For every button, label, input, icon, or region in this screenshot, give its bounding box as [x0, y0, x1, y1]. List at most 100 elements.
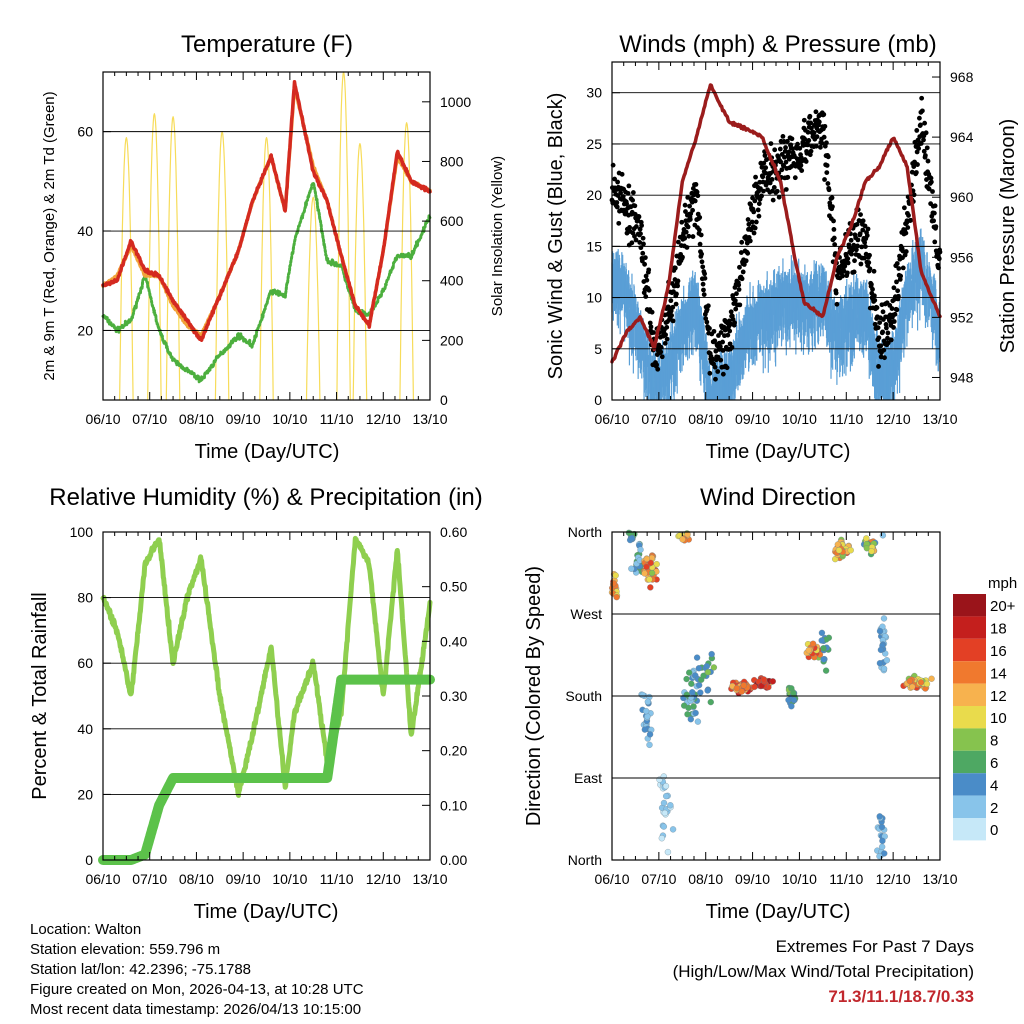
- gust-point: [918, 141, 924, 146]
- gust-point: [752, 225, 758, 231]
- winds-right-ytick-label: 964: [950, 129, 974, 145]
- humidity-right-ytick-label: 0.20: [440, 743, 467, 759]
- legend-swatch: [953, 661, 986, 684]
- gust-point: [826, 187, 832, 193]
- gust-point: [747, 238, 753, 244]
- gust-point: [913, 170, 919, 175]
- gust-point: [674, 291, 679, 297]
- gust-point: [891, 285, 897, 291]
- direction-point: [788, 703, 795, 710]
- gust-point: [728, 309, 734, 315]
- direction-point: [847, 547, 854, 554]
- gust-point: [624, 201, 630, 207]
- temperature-xtick-label: 12/10: [366, 411, 401, 427]
- gust-point: [698, 232, 704, 238]
- precip-line: [98, 674, 435, 865]
- direction-point: [646, 731, 654, 738]
- direction-point: [707, 698, 714, 706]
- direction-point: [695, 681, 703, 689]
- extremes-box: Extremes For Past 7 Days (High/Low/Max W…: [673, 934, 974, 1009]
- legend-swatch: [953, 594, 986, 617]
- gust-point: [814, 134, 820, 140]
- gust-point: [762, 153, 768, 158]
- gust-point: [704, 307, 710, 312]
- temperature-right-ytick-label: 800: [440, 153, 464, 169]
- gust-point: [654, 362, 660, 368]
- gust-point: [778, 159, 784, 165]
- gust-point: [756, 213, 762, 219]
- gust-point: [685, 195, 691, 200]
- direction-point: [647, 559, 654, 567]
- gust-point: [894, 261, 900, 266]
- direction-point: [663, 792, 670, 800]
- gust-point: [896, 266, 902, 271]
- solar-insolation-peak: [352, 143, 368, 401]
- gust-point: [686, 233, 692, 239]
- gust-point: [876, 364, 881, 369]
- gust-point: [807, 113, 813, 119]
- winds-right-ytick-label: 952: [950, 309, 974, 325]
- gust-point: [852, 258, 857, 264]
- gust-point: [915, 162, 920, 167]
- gust-point: [680, 254, 685, 260]
- gust-point: [664, 336, 670, 342]
- gust-point: [752, 198, 758, 204]
- humidity-title: Relative Humidity (%) & Precipitation (i…: [49, 484, 482, 511]
- humidity-frame: [102, 531, 431, 861]
- gust-point: [783, 159, 789, 165]
- solar-insolation-peak: [336, 71, 351, 401]
- gust-point: [627, 225, 633, 230]
- temperature-xtick-label: 07/10: [132, 411, 167, 427]
- gust-point: [931, 210, 937, 216]
- gust-point: [655, 366, 661, 372]
- gust-point: [612, 176, 618, 182]
- gust-point: [928, 179, 934, 185]
- gust-point: [783, 145, 788, 150]
- direction-point: [653, 561, 660, 568]
- gust-point: [809, 125, 814, 131]
- gust-point: [765, 176, 771, 182]
- direction-point: [658, 835, 665, 842]
- direction-point: [880, 615, 888, 622]
- gust-point: [759, 164, 765, 170]
- direction-point: [661, 809, 668, 817]
- gust-point: [831, 235, 837, 241]
- gust-point: [876, 335, 882, 341]
- direction-point: [876, 627, 884, 635]
- direction-point: [809, 640, 817, 647]
- gust-point: [707, 326, 712, 331]
- gust-point: [619, 171, 625, 177]
- direction-point: [669, 826, 677, 833]
- humidity-right-ytick-label: 0.50: [440, 579, 467, 595]
- gust-point: [700, 264, 706, 270]
- gust-point: [724, 365, 730, 371]
- gust-point: [877, 320, 883, 325]
- gust-point: [749, 219, 755, 225]
- gust-point: [779, 167, 785, 173]
- direction-point: [662, 782, 670, 790]
- recent-text: Most recent data timestamp: 2026/04/13 1…: [30, 1001, 362, 1018]
- gust-point: [781, 139, 787, 144]
- gust-point: [712, 364, 718, 370]
- gust-point: [849, 251, 854, 257]
- winds-ylabel: Sonic Wind & Gust (Blue, Black): [545, 93, 567, 380]
- gust-point: [816, 119, 822, 125]
- humidity-ytick-label: 20: [77, 786, 93, 802]
- gust-point: [830, 204, 835, 210]
- station-info: Location: Walton Station elevation: 559.…: [30, 920, 364, 1020]
- gust-point: [921, 148, 927, 154]
- elevation-text: Station elevation: 559.796 m: [30, 941, 221, 958]
- direction-point: [704, 669, 712, 676]
- extremes-values: 71.3/11.1/18.7/0.33: [828, 987, 974, 1006]
- gust-point: [626, 183, 632, 189]
- legend-label: 18: [990, 621, 1007, 638]
- gust-point: [855, 237, 861, 243]
- direction-point: [695, 665, 703, 672]
- direction-point: [805, 647, 812, 654]
- direction-point: [647, 584, 654, 591]
- gust-point: [854, 221, 860, 227]
- solar-insolation-peak: [259, 137, 274, 401]
- gust-point: [822, 123, 828, 129]
- direction-point: [751, 683, 758, 691]
- gust-point: [695, 193, 701, 199]
